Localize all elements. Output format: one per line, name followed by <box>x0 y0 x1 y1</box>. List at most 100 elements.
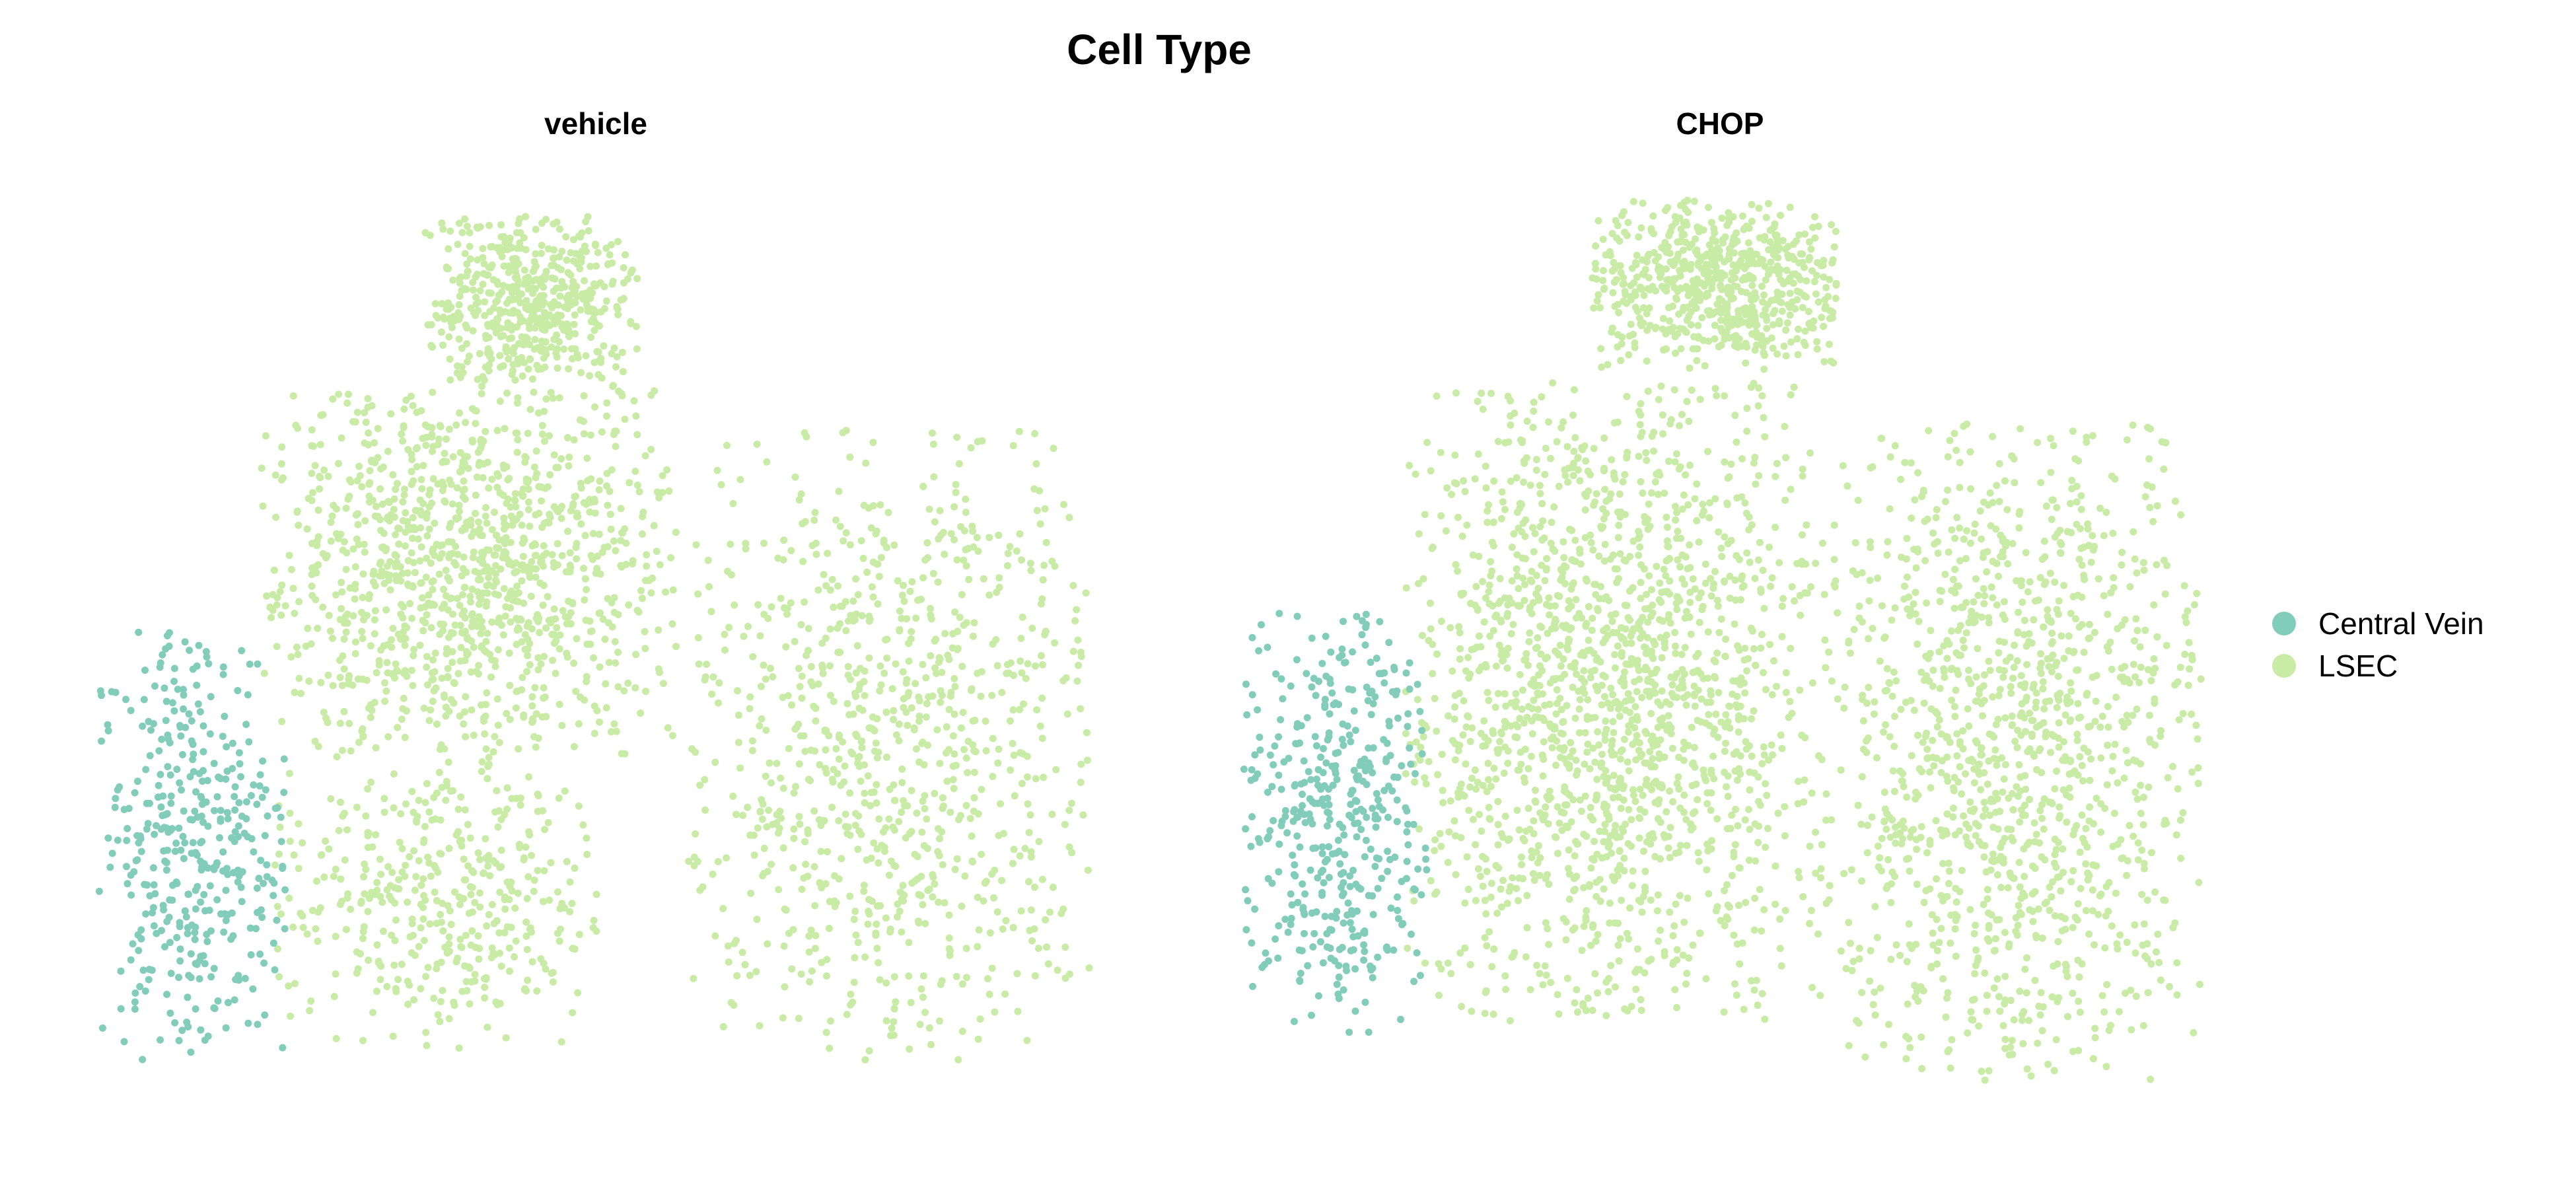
point-lsec <box>332 865 340 873</box>
point-central-vein <box>136 983 144 991</box>
point-lsec <box>526 406 534 414</box>
point-lsec <box>555 225 563 233</box>
point-lsec <box>949 775 957 783</box>
point-lsec <box>408 787 416 795</box>
point-lsec <box>577 484 585 492</box>
point-lsec <box>1709 251 1717 259</box>
point-lsec <box>566 561 574 569</box>
point-lsec <box>415 857 423 865</box>
point-lsec <box>410 559 417 567</box>
point-lsec <box>1018 779 1026 787</box>
point-lsec <box>460 720 468 728</box>
point-lsec <box>287 653 295 661</box>
point-central-vein <box>223 809 231 816</box>
point-lsec <box>1597 345 1605 353</box>
point-lsec <box>483 689 491 697</box>
point-lsec <box>460 553 468 561</box>
point-lsec <box>1663 523 1671 531</box>
point-lsec <box>558 248 566 255</box>
point-central-vein <box>225 999 232 1007</box>
point-lsec <box>349 417 357 425</box>
point-lsec <box>557 266 565 273</box>
point-lsec <box>314 742 322 750</box>
point-lsec <box>812 704 820 712</box>
point-lsec <box>354 965 362 973</box>
point-central-vein <box>271 805 279 812</box>
point-lsec <box>328 512 336 520</box>
point-lsec <box>475 518 482 526</box>
point-lsec <box>485 546 493 554</box>
point-lsec <box>1485 814 1493 822</box>
point-lsec <box>868 897 876 905</box>
point-central-vein <box>192 905 199 913</box>
point-lsec <box>303 525 311 533</box>
point-central-vein <box>180 691 188 699</box>
point-lsec <box>820 571 828 579</box>
point-lsec <box>733 811 740 818</box>
point-lsec <box>313 877 320 885</box>
point-lsec <box>1733 438 1740 446</box>
point-lsec <box>524 273 532 281</box>
point-lsec <box>554 301 562 309</box>
point-lsec <box>1025 878 1032 886</box>
point-lsec <box>1803 293 1810 301</box>
point-lsec <box>1661 489 1668 497</box>
point-lsec <box>505 474 513 482</box>
point-lsec <box>919 797 927 805</box>
point-central-vein <box>95 887 103 895</box>
point-lsec <box>459 493 467 501</box>
point-lsec <box>1033 706 1041 714</box>
point-lsec <box>1609 718 1617 725</box>
point-lsec <box>617 505 625 513</box>
point-lsec <box>488 618 496 626</box>
point-lsec <box>1785 277 1793 285</box>
point-lsec <box>541 826 548 834</box>
point-lsec <box>481 730 489 738</box>
point-lsec <box>566 878 574 886</box>
point-lsec <box>872 929 880 937</box>
point-central-vein <box>123 836 131 844</box>
point-lsec <box>455 335 463 343</box>
point-lsec <box>1599 235 1607 243</box>
point-lsec <box>1611 651 1618 659</box>
point-lsec <box>538 219 546 227</box>
point-lsec <box>519 674 526 682</box>
point-lsec <box>359 594 367 601</box>
point-lsec <box>314 533 322 541</box>
point-lsec <box>590 326 598 334</box>
point-lsec <box>581 277 588 285</box>
point-lsec <box>1547 735 1555 743</box>
point-lsec <box>925 505 933 513</box>
point-lsec <box>1636 421 1644 429</box>
point-lsec <box>1646 322 1654 330</box>
point-lsec <box>921 1009 929 1017</box>
point-central-vein <box>145 976 153 984</box>
point-lsec <box>520 854 528 862</box>
point-lsec <box>449 276 457 284</box>
point-lsec <box>1741 689 1749 697</box>
point-lsec <box>464 820 472 828</box>
point-lsec <box>604 619 612 627</box>
point-lsec <box>1760 414 1768 421</box>
point-lsec <box>268 614 275 622</box>
point-lsec <box>528 958 536 966</box>
point-lsec <box>804 873 812 881</box>
point-lsec <box>949 762 957 770</box>
point-central-vein <box>240 830 248 837</box>
point-lsec <box>1731 342 1738 349</box>
point-lsec <box>1743 667 1751 675</box>
point-central-vein <box>253 884 261 892</box>
point-lsec <box>869 593 877 601</box>
point-lsec <box>458 287 466 295</box>
point-lsec <box>488 526 496 534</box>
point-lsec <box>491 590 499 598</box>
point-lsec <box>701 806 709 814</box>
point-lsec <box>1693 357 1701 365</box>
point-lsec <box>473 473 481 481</box>
point-lsec <box>491 657 499 665</box>
point-lsec <box>1649 655 1657 663</box>
point-lsec <box>501 905 509 913</box>
point-central-vein <box>172 840 180 847</box>
point-lsec <box>1082 589 1090 597</box>
point-lsec <box>1444 959 1452 967</box>
